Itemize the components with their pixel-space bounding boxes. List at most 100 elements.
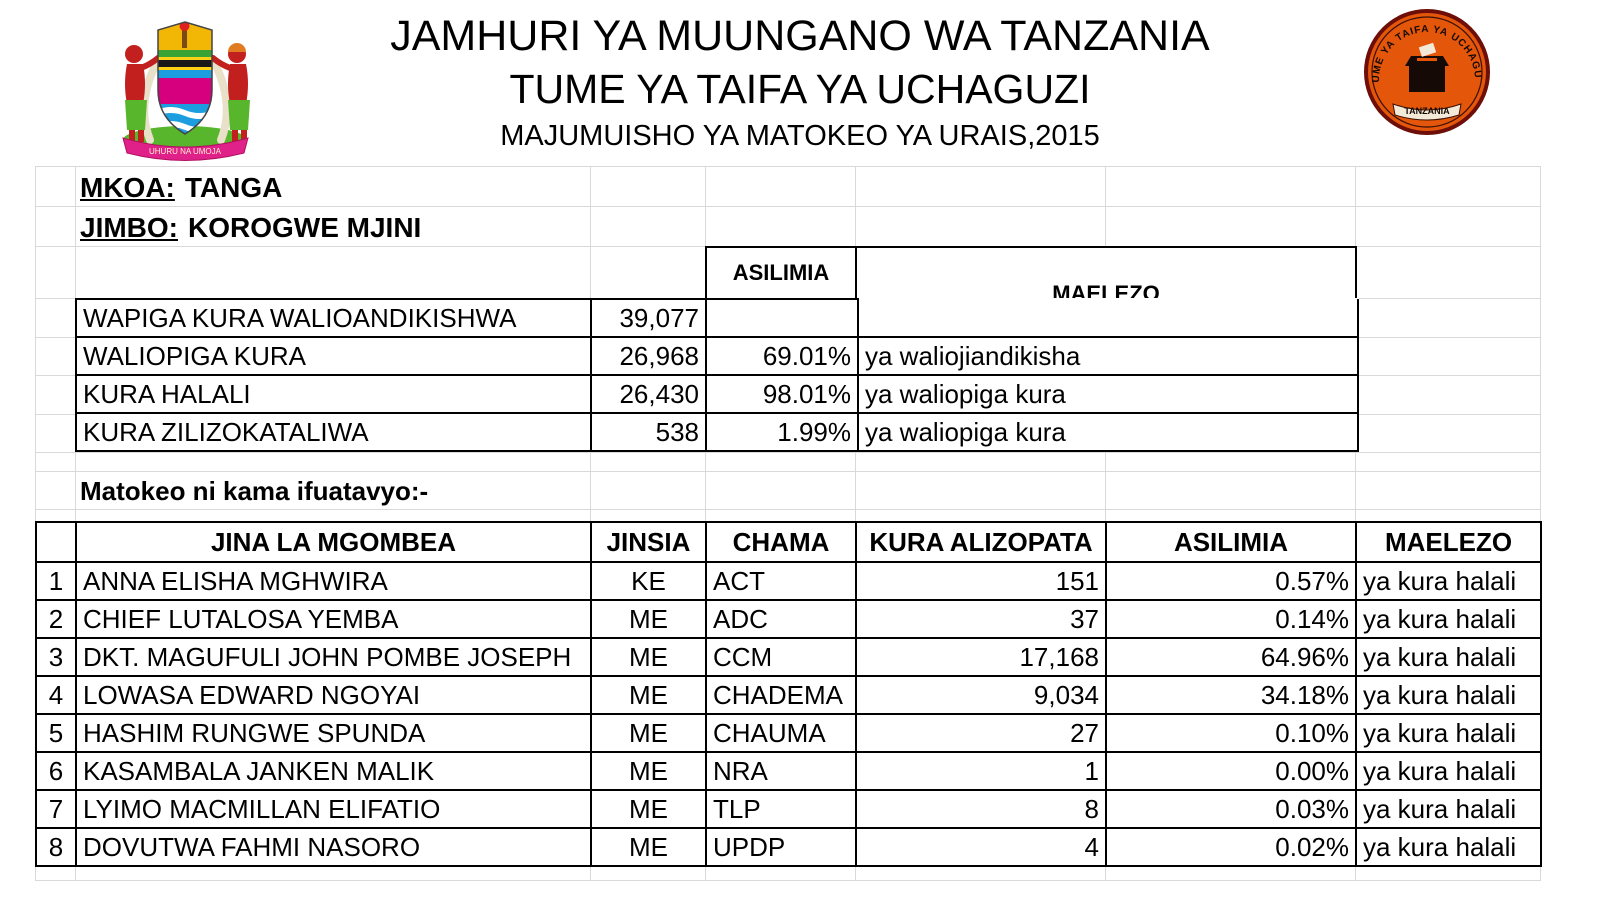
table-row: 5 HASHIM RUNGWE SPUNDA ME CHAUMA 27 0.10… xyxy=(35,713,1542,753)
result-chama: CHAUMA xyxy=(705,713,857,753)
gridline xyxy=(35,471,1541,472)
summary-pct: 1.99% xyxy=(705,412,859,452)
result-num: 6 xyxy=(35,751,77,791)
result-num: 4 xyxy=(35,675,77,715)
right-figure xyxy=(210,43,250,142)
jimbo-label: JIMBO: xyxy=(80,212,178,243)
results-intro: Matokeo ni kama ifuatavyo:- xyxy=(80,476,429,506)
result-num: 2 xyxy=(35,599,77,639)
gridline xyxy=(35,509,1541,510)
coat-of-arms-logo: UHURU NA UMOJA xyxy=(98,6,273,169)
result-num: 1 xyxy=(35,561,77,601)
result-note: ya kura halali xyxy=(1355,675,1542,715)
result-votes: 4 xyxy=(855,827,1107,867)
col-name-header: JINA LA MGOMBEA xyxy=(75,521,592,563)
nec-logo: TUME YA TAIFA YA UCHAGUZI TANZANIA xyxy=(1359,0,1491,141)
col-kura-header: KURA ALIZOPATA xyxy=(855,521,1107,563)
table-row: KURA HALALI 26,430 98.01% ya waliopiga k… xyxy=(75,374,1359,414)
tusk-right xyxy=(211,60,231,144)
table-row: 2 CHIEF LUTALOSA YEMBA ME ADC 37 0.14% y… xyxy=(35,599,1542,639)
result-name: CHIEF LUTALOSA YEMBA xyxy=(75,599,592,639)
result-num: 8 xyxy=(35,827,77,867)
summary-label: KURA ZILIZOKATALIWA xyxy=(75,412,592,452)
title-line-2: TUME YA TAIFA YA UCHAGUZI xyxy=(509,66,1091,112)
nec-logo-icon: TUME YA TAIFA YA UCHAGUZI TANZANIA xyxy=(1359,0,1490,135)
summary-value: 39,077 xyxy=(590,298,707,338)
summary-table: WAPIGA KURA WALIOANDIKISHWA 39,077 WALIO… xyxy=(75,298,1359,452)
jimbo-value: KOROGWE MJINI xyxy=(188,212,422,243)
nec-inner-ring xyxy=(1371,16,1483,128)
result-pct: 0.02% xyxy=(1105,827,1357,867)
summary-note: ya waliojiandikisha xyxy=(857,336,1359,376)
result-name: ANNA ELISHA MGHWIRA xyxy=(75,561,592,601)
jimbo-line: JIMBO: KOROGWE MJINI xyxy=(80,210,421,246)
result-name: LYIMO MACMILLAN ELIFATIO xyxy=(75,789,592,829)
coat-of-arms-icon: UHURU NA UMOJA xyxy=(122,21,250,161)
summary-note: ya waliopiga kura xyxy=(857,412,1359,452)
result-pct: 34.18% xyxy=(1105,675,1357,715)
result-name: KASAMBALA JANKEN MALIK xyxy=(75,751,592,791)
mkoa-label: MKOA: xyxy=(80,172,175,203)
summary-value: 538 xyxy=(590,412,707,452)
result-jinsia: ME xyxy=(590,675,707,715)
nec-banner-text: TANZANIA xyxy=(1404,106,1450,116)
result-note: ya kura halali xyxy=(1355,637,1542,677)
result-note: ya kura halali xyxy=(1355,599,1542,639)
summary-pct: 98.01% xyxy=(705,374,859,414)
summary-pct: 69.01% xyxy=(705,336,859,376)
table-row: WAPIGA KURA WALIOANDIKISHWA 39,077 xyxy=(75,298,1359,338)
summary-label: WAPIGA KURA WALIOANDIKISHWA xyxy=(75,298,592,338)
nec-banner-ribbon xyxy=(1392,103,1462,121)
motto-ribbon xyxy=(122,137,249,161)
shield-outline xyxy=(157,21,213,135)
summary-note: ya waliopiga kura xyxy=(857,374,1359,414)
summary-asilimia-header: ASILIMIA xyxy=(705,246,857,300)
summary-label: WALIOPIGA KURA xyxy=(75,336,592,376)
result-note: ya kura halali xyxy=(1355,561,1542,601)
table-row: WALIOPIGA KURA 26,968 69.01% ya waliojia… xyxy=(75,336,1359,376)
result-name: DOVUTWA FAHMI NASORO xyxy=(75,827,592,867)
document-header: JAMHURI YA MUUNGANO WA TANZANIA TUME YA … xyxy=(0,10,1600,156)
result-votes: 151 xyxy=(855,561,1107,601)
result-chama: NRA xyxy=(705,751,857,791)
left-figure xyxy=(125,45,161,142)
results-table: JINA LA MGOMBEA JINSIA CHAMA KURA ALIZOP… xyxy=(35,521,1542,867)
result-num: 5 xyxy=(35,713,77,753)
result-chama: ADC xyxy=(705,599,857,639)
result-note: ya kura halali xyxy=(1355,713,1542,753)
result-votes: 17,168 xyxy=(855,637,1107,677)
mkoa-value: TANGA xyxy=(184,172,283,203)
result-name: DKT. MAGUFULI JOHN POMBE JOSEPH xyxy=(75,637,592,677)
gridline xyxy=(35,206,1541,207)
summary-value: 26,430 xyxy=(590,374,707,414)
result-pct: 0.57% xyxy=(1105,561,1357,601)
result-chama: ACT xyxy=(705,561,857,601)
col-asilimia-header: ASILIMIA xyxy=(1105,521,1357,563)
gridline xyxy=(35,166,1541,167)
gridline xyxy=(35,880,1541,881)
result-num: 7 xyxy=(35,789,77,829)
result-note: ya kura halali xyxy=(1355,751,1542,791)
result-jinsia: ME xyxy=(590,713,707,753)
summary-note xyxy=(857,299,1359,338)
result-votes: 1 xyxy=(855,751,1107,791)
result-votes: 9,034 xyxy=(855,675,1107,715)
result-chama: CHADEMA xyxy=(705,675,857,715)
table-row: 3 DKT. MAGUFULI JOHN POMBE JOSEPH ME CCM… xyxy=(35,637,1542,677)
result-jinsia: ME xyxy=(590,599,707,639)
mkoa-line: MKOA: TANGA xyxy=(80,170,282,206)
summary-label: KURA HALALI xyxy=(75,374,592,414)
col-num-header xyxy=(35,521,77,563)
result-votes: 8 xyxy=(855,789,1107,829)
motto-text: UHURU NA UMOJA xyxy=(149,147,222,156)
col-jinsia-header: JINSIA xyxy=(590,521,707,563)
table-row: 7 LYIMO MACMILLAN ELIFATIO ME TLP 8 0.03… xyxy=(35,789,1542,829)
result-votes: 37 xyxy=(855,599,1107,639)
result-jinsia: KE xyxy=(590,561,707,601)
gridline xyxy=(35,452,1541,453)
result-votes: 27 xyxy=(855,713,1107,753)
table-row: 4 LOWASA EDWARD NGOYAI ME CHADEMA 9,034 … xyxy=(35,675,1542,715)
result-num: 3 xyxy=(35,637,77,677)
result-pct: 0.00% xyxy=(1105,751,1357,791)
result-pct: 0.03% xyxy=(1105,789,1357,829)
